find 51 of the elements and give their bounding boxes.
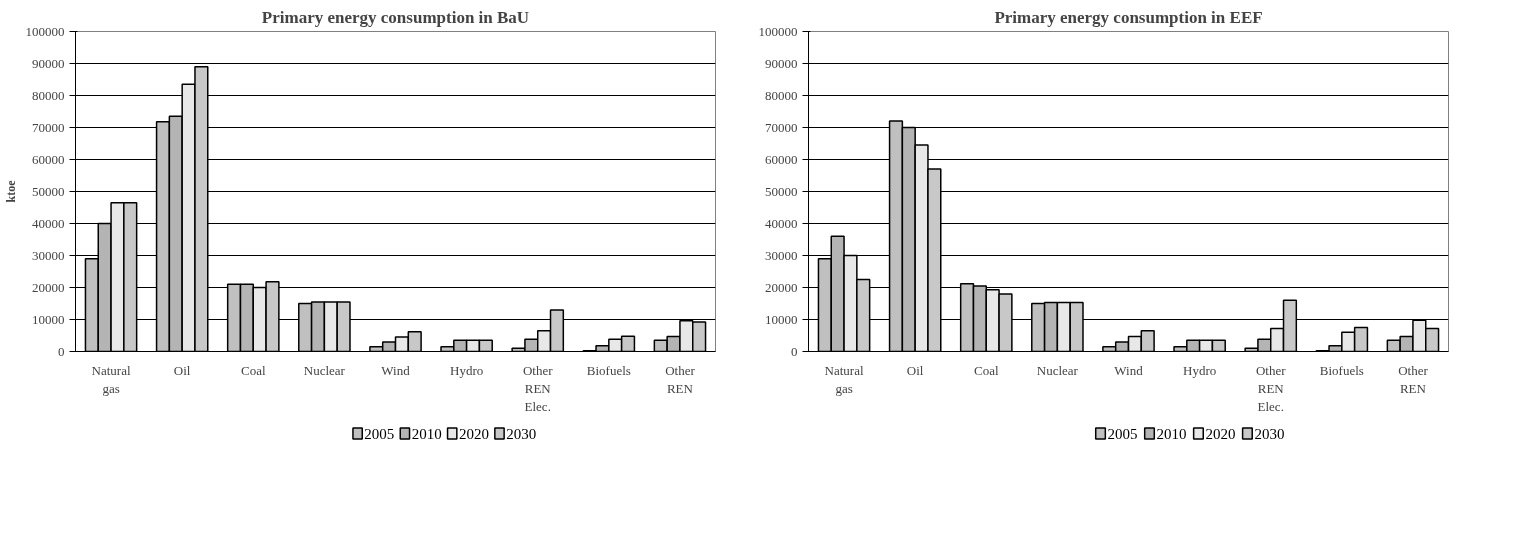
y-tick-label: 80000 [765,87,798,103]
legend-label: 2020 [1205,425,1236,442]
x-tick-label: Oil [173,362,191,378]
legend-label: 2020 [458,425,489,442]
y-tick-label: 50000 [765,183,798,199]
legend-label: 2030 [1254,425,1285,442]
legend-label: 2010 [1156,425,1187,442]
y-tick-label: 40000 [32,215,65,231]
y-tick-label: 20000 [765,279,798,295]
y-axis-title: ktoe [3,179,18,203]
x-tick-label: Oil [906,362,924,378]
x-tick-label: Nuclear [1036,362,1079,378]
y-tick-label: 90000 [32,55,65,71]
x-tick-label: Wind [381,362,411,378]
y-tick-label: 0 [791,343,798,359]
y-tick-label: 30000 [765,247,798,263]
x-tick-label: Other REN Elec. [522,362,554,414]
x-tick-label: Biofuels [586,362,631,378]
legend-label: 2010 [411,425,442,442]
y-tick-label: 90000 [765,55,798,71]
x-tick-label: Natural gas [91,362,131,396]
legend-label: 2030 [506,425,537,442]
x-tick-label: Coal [241,362,266,378]
x-tick-label: Nuclear [303,362,346,378]
x-tick-label: Hydro [1183,362,1217,378]
chart-title: Primary energy consumption in BaU [261,7,530,27]
y-tick-label: 100000 [25,23,65,39]
y-tick-label: 70000 [765,119,798,135]
x-tick-label: Other REN [1398,362,1429,396]
y-tick-label: 10000 [32,311,65,327]
y-tick-label: 20000 [32,279,65,295]
y-tick-label: 0 [58,343,65,359]
x-tick-label: Hydro [450,362,484,378]
x-tick-label: Natural gas [824,362,864,396]
y-tick-label: 100000 [758,23,798,39]
y-tick-label: 80000 [32,87,65,103]
legend-label: 2005 [1107,425,1138,442]
y-tick-label: 40000 [765,215,798,231]
y-tick-label: 50000 [32,183,65,199]
y-tick-label: 30000 [32,247,65,263]
y-tick-label: 60000 [32,151,65,167]
x-tick-label: Biofuels [1319,362,1364,378]
x-tick-label: Wind [1114,362,1144,378]
y-tick-label: 10000 [765,311,798,327]
chart-title: Primary energy consumption in EEF [994,7,1263,27]
y-tick-label: 70000 [32,119,65,135]
x-tick-label: Coal [974,362,999,378]
x-tick-label: Other REN Elec. [1255,362,1287,414]
x-tick-label: Other REN [665,362,696,396]
y-tick-label: 60000 [765,151,798,167]
legend-label: 2005 [364,425,395,442]
